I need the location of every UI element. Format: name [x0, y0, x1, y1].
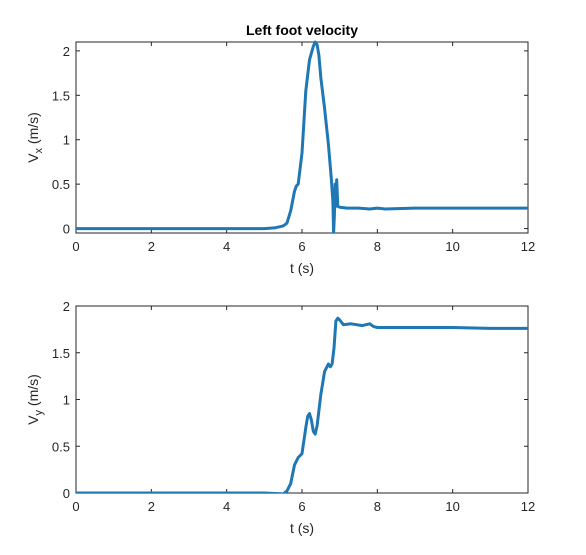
- top-y-label-main: V: [25, 153, 41, 163]
- top-x-tick-label: 4: [223, 239, 230, 254]
- bottom-axes: 0 2 4 6 8 10 12 0 0.5 1 1.5 2 t (s) Vy (m/s): [25, 299, 535, 536]
- bottom-x-tick-label: 2: [148, 499, 155, 514]
- bottom-y-label-unit: (m/s): [25, 374, 41, 410]
- bottom-ticks: [75, 305, 529, 494]
- bottom-y-axis-label: Vy (m/s): [25, 374, 45, 425]
- top-y-tick-label: 1.5: [52, 88, 70, 103]
- bottom-series: [76, 316, 528, 493]
- chart-title: Left foot velocity: [246, 22, 358, 38]
- top-axes: 0 2 4 6 8 10 12 0 0.5 1 1.5 2 Left foot velocity t …: [25, 22, 535, 276]
- bottom-x-tick-label: 8: [374, 499, 381, 514]
- bottom-y-label-main: V: [25, 415, 41, 425]
- top-x-tick-label: 12: [521, 239, 535, 254]
- top-velocity-line: [76, 40, 528, 233]
- top-x-tick-label: 10: [445, 239, 459, 254]
- bottom-x-axis-label: t (s): [290, 520, 314, 536]
- top-y-tick-label: 0: [63, 222, 70, 237]
- bottom-x-tick-label: 10: [445, 499, 459, 514]
- top-x-axis-label: t (s): [290, 260, 314, 276]
- top-y-label-sub: x: [33, 147, 45, 153]
- bottom-velocity-line: [76, 316, 528, 493]
- top-y-axis-label: Vx (m/s): [25, 112, 45, 163]
- bottom-y-tick-label: 1: [63, 393, 70, 408]
- top-y-tick-label: 0.5: [52, 177, 70, 192]
- top-y-tick-label: 2: [63, 44, 70, 59]
- top-series: [76, 40, 528, 233]
- bottom-x-tick-label: 4: [223, 499, 230, 514]
- top-tick-labels: 0 2 4 6 8 10 12 0 0.5 1 1.5 2: [52, 44, 535, 254]
- bottom-x-tick-label: 0: [72, 499, 79, 514]
- bottom-y-tick-label: 0.5: [52, 439, 70, 454]
- top-y-label-unit: (m/s): [25, 112, 41, 148]
- bottom-plot-area: [75, 305, 529, 494]
- top-x-tick-label: 8: [374, 239, 381, 254]
- top-x-tick-label: 6: [298, 239, 305, 254]
- bottom-x-tick-label: 6: [298, 499, 305, 514]
- bottom-y-tick-label: 0: [63, 486, 70, 501]
- top-x-tick-label: 0: [72, 239, 79, 254]
- top-y-tick-label: 1: [63, 133, 70, 148]
- bottom-x-tick-label: 12: [521, 499, 535, 514]
- bottom-tick-labels: 0 2 4 6 8 10 12 0 0.5 1 1.5 2: [52, 299, 535, 514]
- bottom-y-label-sub: y: [33, 409, 45, 415]
- bottom-y-tick-label: 2: [63, 299, 70, 314]
- bottom-y-tick-label: 1.5: [52, 346, 70, 361]
- top-x-tick-label: 2: [148, 239, 155, 254]
